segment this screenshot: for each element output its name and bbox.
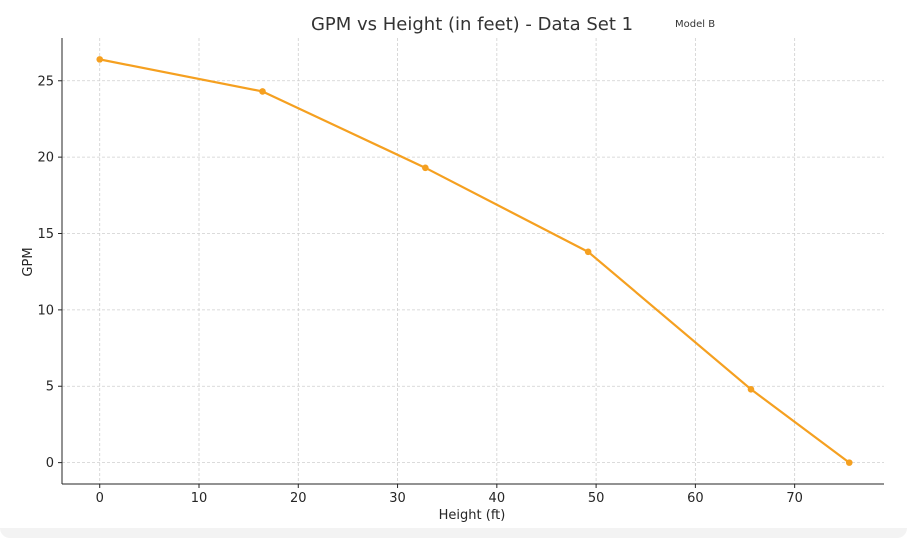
axes [61,38,884,485]
x-tick-label: 0 [96,491,104,506]
y-tick-label: 10 [37,303,54,318]
bottom-shade [0,528,907,538]
data-point [584,248,592,256]
series-line [99,58,850,464]
y-tick-label: 25 [37,74,54,89]
chart-title: GPM vs Height (in feet) - Data Set 1 [311,14,633,35]
y-tick-label: 0 [46,456,54,471]
x-tick-label: 40 [489,491,506,506]
data-point [96,56,104,63]
x-tick-label: 10 [191,491,208,506]
x-tick-label: 20 [290,491,307,506]
data-point [422,164,429,172]
y-tick-label: 15 [37,227,54,242]
x-tick-label: 70 [786,491,803,506]
y-axis-title: GPM [21,247,36,276]
y-tick-label: 5 [46,380,54,395]
grid [62,38,884,484]
data-point [747,386,755,393]
ticks: 0 10 20 30 40 50 60 70 0 5 10 15 20 25 [37,74,802,506]
x-tick-label: 30 [389,491,406,506]
x-tick-label: 60 [687,491,704,506]
data-point [845,459,853,466]
y-tick-label: 20 [37,151,54,166]
x-axis-title: Height (ft) [439,508,506,523]
model-annotation: Model B [675,19,715,30]
data-point [259,88,266,95]
series [96,56,853,466]
x-tick-label: 50 [588,491,605,506]
